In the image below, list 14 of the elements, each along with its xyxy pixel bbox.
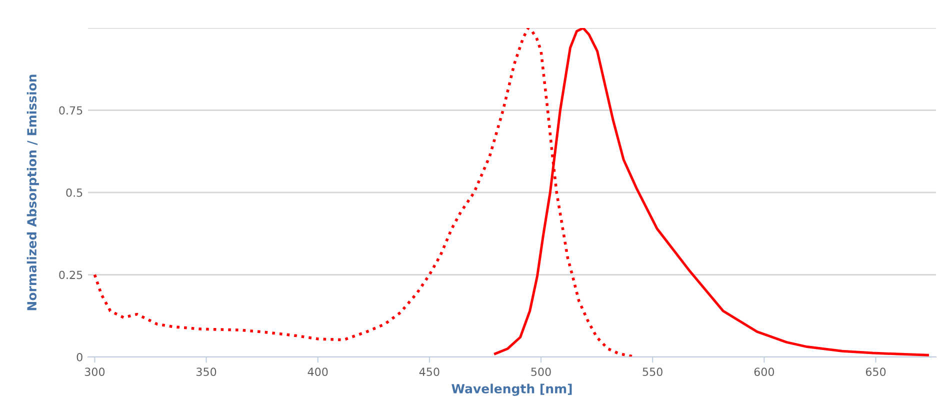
y-tick-label: 0.25 [59,270,82,280]
x-tick-label: 600 [754,368,774,376]
x-tick-label: 400 [308,368,328,376]
x-tick-label: 450 [419,368,440,376]
y-axis-title: Normalized Absorption / Emission [26,74,39,310]
y-tick-label: 0 [76,352,82,362]
x-tick-label: 350 [196,368,216,376]
x-axis-title: Wavelength [nm] [452,384,572,396]
y-tick-label: 0.5 [66,188,82,197]
y-tick-label: 0.75 [59,106,82,115]
x-tick-label: 300 [84,368,105,376]
x-tick-label: 650 [866,368,886,376]
x-tick-label: 500 [531,368,551,376]
x-tick-label: 550 [642,368,662,376]
